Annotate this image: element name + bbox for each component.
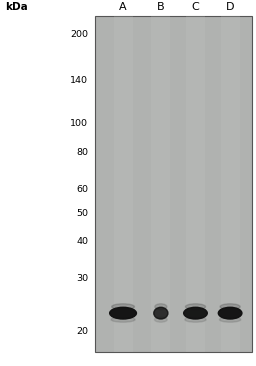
Ellipse shape: [220, 304, 240, 310]
Text: 50: 50: [76, 209, 88, 218]
Bar: [186, 16, 205, 352]
Text: 80: 80: [76, 148, 88, 157]
Text: 20: 20: [76, 326, 88, 336]
Ellipse shape: [112, 304, 134, 310]
Bar: [151, 16, 170, 352]
Ellipse shape: [154, 317, 167, 322]
Ellipse shape: [218, 307, 242, 319]
Text: C: C: [191, 2, 199, 12]
Text: 200: 200: [70, 30, 88, 39]
Ellipse shape: [154, 307, 168, 319]
Bar: [221, 16, 240, 352]
Text: 100: 100: [70, 119, 88, 128]
Ellipse shape: [219, 317, 241, 322]
Text: B: B: [157, 2, 165, 12]
Bar: [95, 16, 252, 352]
Ellipse shape: [110, 307, 136, 319]
Ellipse shape: [155, 304, 167, 310]
Ellipse shape: [184, 307, 207, 319]
Text: kDa: kDa: [5, 2, 28, 12]
Ellipse shape: [111, 317, 135, 322]
Text: 140: 140: [70, 76, 88, 85]
Text: D: D: [226, 2, 234, 12]
Text: A: A: [119, 2, 127, 12]
Text: 40: 40: [76, 237, 88, 246]
Text: 30: 30: [76, 274, 88, 283]
Ellipse shape: [185, 304, 206, 310]
Ellipse shape: [185, 317, 206, 322]
Text: 60: 60: [76, 185, 88, 194]
Bar: [114, 16, 133, 352]
